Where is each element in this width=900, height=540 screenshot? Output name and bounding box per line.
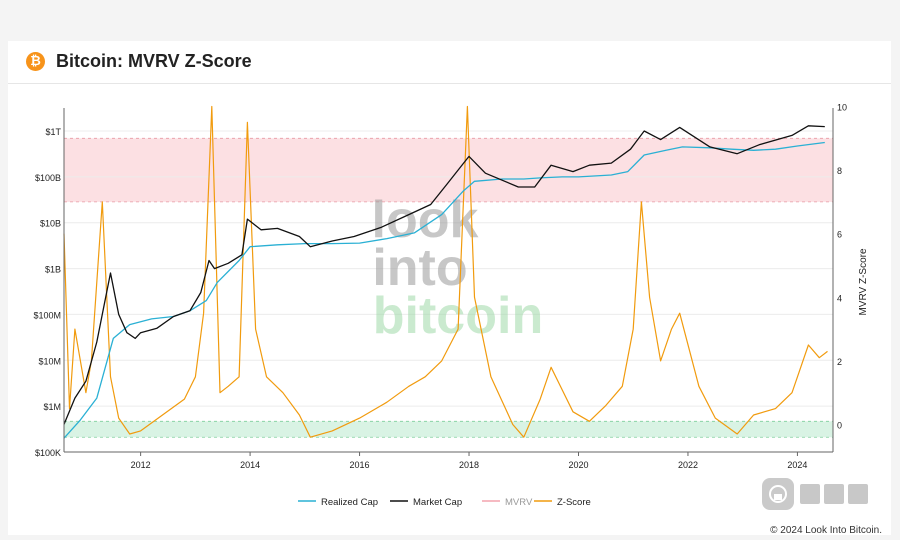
left-tick-label: $1M <box>43 402 61 412</box>
right-axis-label: MVRV Z-Score <box>858 248 869 315</box>
watermark-look: look <box>372 191 479 249</box>
legend-item[interactable]: Realized Cap <box>298 497 378 508</box>
copyright: © 2024 Look Into Bitcoin. <box>770 525 882 536</box>
series-line-market-cap <box>63 125 825 425</box>
x-tick-label: 2012 <box>131 460 151 470</box>
chart-header: ₿ Bitcoin: MVRV Z-Score <box>8 41 891 84</box>
left-ticks: $1T $100B $10B $1B $100M $10M $1M $100K <box>33 127 61 458</box>
left-tick-label: $100M <box>33 310 61 320</box>
x-tick-label: 2014 <box>240 460 260 470</box>
watermark-into: into <box>372 239 467 297</box>
series-lines <box>63 105 828 439</box>
legend-item[interactable]: MVRV <box>482 497 533 508</box>
left-tick-label: $1B <box>45 265 61 275</box>
watermark-bitcoin: bitcoin <box>373 287 543 345</box>
x-tick-label: 2018 <box>459 460 479 470</box>
right-tick-label: 6 <box>837 230 842 240</box>
legend-item[interactable]: Z-Score <box>534 497 591 508</box>
x-tick-label: 2016 <box>350 460 370 470</box>
legend-label: Market Cap <box>413 497 462 508</box>
left-tick-label: $100K <box>35 448 61 458</box>
x-tick-label: 2022 <box>678 460 698 470</box>
x-ticks: 2012 2014 2016 2018 2020 2022 2024 <box>131 452 807 470</box>
axes <box>63 108 834 453</box>
legend-label: Z-Score <box>557 497 591 508</box>
legend-label: MVRV <box>505 497 533 508</box>
left-tick-label: $100B <box>35 173 61 183</box>
right-tick-label: 2 <box>837 357 842 367</box>
undervalued-zone <box>64 421 833 438</box>
x-tick-label: 2024 <box>787 460 807 470</box>
watermark: look into bitcoin <box>372 191 544 345</box>
right-tick-label: 8 <box>837 166 842 176</box>
left-tick-label: $10M <box>38 356 61 366</box>
legend: Realized Cap Market Cap MVRV Z-Score <box>298 497 591 508</box>
bitcoin-icon: ₿ <box>26 52 45 71</box>
overvalued-zone <box>64 138 833 202</box>
legend-item[interactable]: Market Cap <box>390 497 462 508</box>
left-tick-label: $1T <box>45 127 61 137</box>
left-tick-label: $10B <box>40 219 61 229</box>
zones <box>64 137 833 438</box>
right-tick-label: 10 <box>837 103 847 113</box>
right-tick-label: 4 <box>837 293 842 303</box>
series-line-z-score <box>63 105 828 438</box>
router-logo <box>762 478 868 510</box>
page-title: Bitcoin: MVRV Z-Score <box>56 51 252 71</box>
right-ticks: 10 8 6 4 2 0 <box>837 103 847 431</box>
x-tick-label: 2020 <box>568 460 588 470</box>
legend-label: Realized Cap <box>321 497 378 508</box>
chart-card: ₿ Bitcoin: MVRV Z-Score <box>8 41 891 535</box>
right-tick-label: 0 <box>837 421 842 431</box>
